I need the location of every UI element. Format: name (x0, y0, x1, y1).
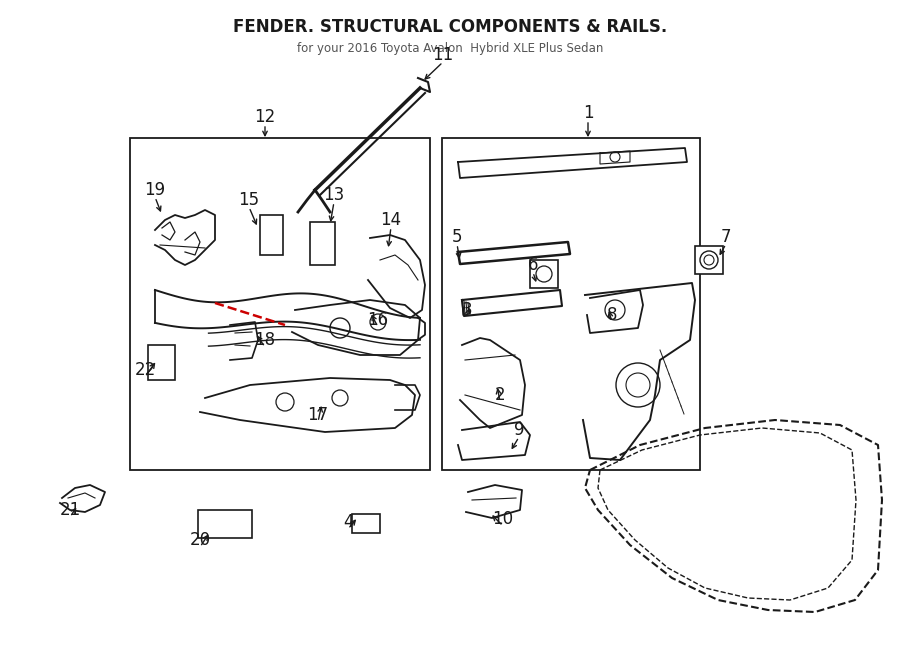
Text: 4: 4 (343, 513, 353, 531)
Text: 22: 22 (134, 361, 156, 379)
Text: 6: 6 (527, 256, 538, 274)
Text: 17: 17 (308, 406, 328, 424)
Text: 8: 8 (607, 306, 617, 324)
Bar (310, 222, 335, 265)
Bar (695, 246, 723, 274)
Text: 1: 1 (582, 104, 593, 122)
Text: 14: 14 (381, 211, 401, 229)
Bar (198, 510, 252, 538)
Text: 13: 13 (323, 186, 345, 204)
Text: 20: 20 (189, 531, 211, 549)
Text: 18: 18 (255, 331, 275, 349)
Polygon shape (462, 290, 562, 316)
Text: 7: 7 (721, 228, 731, 246)
Bar (130, 138, 430, 470)
Text: 15: 15 (238, 191, 259, 209)
Text: 11: 11 (432, 46, 454, 64)
Bar (442, 138, 700, 470)
Text: 21: 21 (59, 501, 81, 519)
Text: FENDER. STRUCTURAL COMPONENTS & RAILS.: FENDER. STRUCTURAL COMPONENTS & RAILS. (233, 18, 667, 36)
Text: 16: 16 (367, 311, 389, 329)
Text: 19: 19 (144, 181, 166, 199)
Bar (352, 514, 380, 533)
Text: 5: 5 (452, 228, 463, 246)
Text: 12: 12 (255, 108, 275, 126)
Text: 10: 10 (492, 510, 514, 528)
Text: 9: 9 (514, 421, 524, 439)
Bar (530, 260, 558, 288)
Bar (148, 345, 175, 380)
Polygon shape (458, 242, 570, 264)
Text: for your 2016 Toyota Avalon  Hybrid XLE Plus Sedan: for your 2016 Toyota Avalon Hybrid XLE P… (297, 42, 603, 55)
Text: 2: 2 (495, 386, 505, 404)
Text: 3: 3 (462, 301, 472, 319)
Polygon shape (458, 148, 687, 178)
Bar (260, 215, 283, 255)
